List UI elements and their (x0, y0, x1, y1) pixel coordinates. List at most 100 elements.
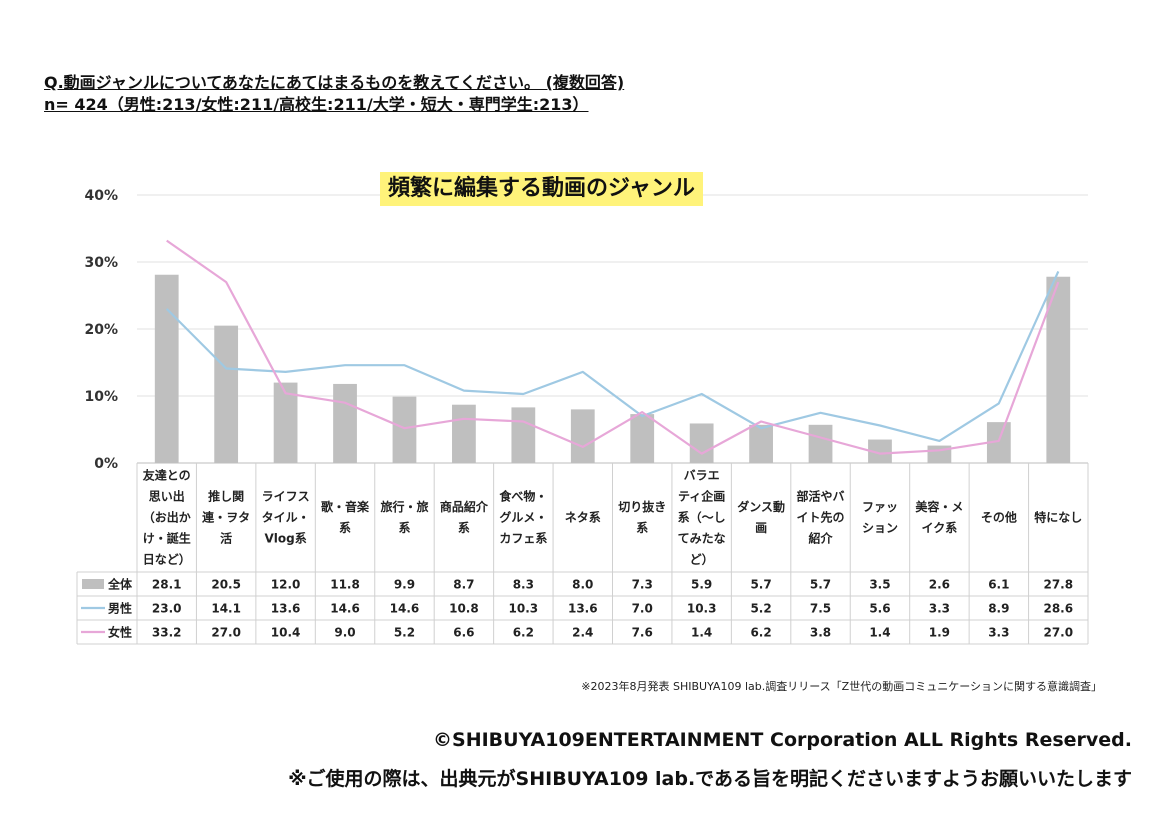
data-label: 10.3 (509, 602, 539, 616)
data-label: 6.6 (453, 626, 474, 640)
bar (392, 396, 417, 463)
category-label: 友達との (142, 468, 191, 483)
category-label: ファッ (862, 500, 898, 514)
category-label: 思い出 (149, 489, 185, 504)
data-label: 5.2 (394, 626, 415, 640)
data-label: 14.1 (211, 602, 241, 616)
y-tick-label: 30% (84, 255, 118, 271)
category-label: ティ企画 (678, 489, 725, 504)
data-label: 14.6 (330, 602, 360, 616)
data-label: 20.5 (211, 578, 241, 592)
category-label: 画 (755, 521, 767, 535)
data-label: 3.3 (988, 626, 1009, 640)
series-line (165, 270, 1060, 442)
data-label: 2.4 (572, 626, 593, 640)
data-label: 10.3 (687, 602, 717, 616)
data-label: 27.0 (211, 626, 241, 640)
category-label: 系（～し (678, 510, 726, 525)
data-label: 13.6 (271, 602, 301, 616)
bar (511, 407, 536, 463)
bar (333, 383, 357, 463)
category-label: イク系 (922, 520, 958, 535)
legend-label: 全体 (107, 577, 133, 592)
category-label: 歌・音楽 (321, 499, 370, 514)
legend-label: 女性 (108, 625, 132, 640)
category-label: ション (862, 521, 898, 535)
category-label: 日など） (143, 552, 191, 567)
legend-key (82, 579, 104, 589)
question-text: Q.動画ジャンルについてあなたにあてはまるものを教えてください。 (複数回答) (44, 73, 625, 92)
category-label: 美容・メ (915, 499, 963, 514)
data-label: 5.2 (750, 602, 771, 616)
category-label: 切り抜き (618, 499, 666, 514)
data-label: 6.1 (988, 578, 1009, 592)
category-label: 旅行・旅 (380, 499, 428, 514)
data-label: 5.7 (810, 578, 831, 592)
data-label: 14.6 (390, 602, 420, 616)
bar (749, 424, 773, 463)
category-label: 系 (636, 520, 648, 535)
bar (154, 274, 179, 463)
data-label: 12.0 (271, 578, 301, 592)
data-label: 28.6 (1043, 602, 1073, 616)
data-label: 8.7 (453, 578, 474, 592)
question-header: Q.動画ジャンルについてあなたにあてはまるものを教えてください。 (複数回答) … (44, 72, 624, 116)
bar (214, 325, 239, 463)
category-label: 連・ヲタ (202, 510, 250, 525)
bar (986, 422, 1011, 463)
data-label: 27.8 (1043, 578, 1073, 592)
category-label: 系 (398, 520, 410, 535)
category-label: ライフス (262, 490, 310, 504)
data-label: 10.8 (449, 602, 479, 616)
category-label: 系 (339, 520, 351, 535)
data-label: 3.3 (929, 602, 950, 616)
category-label: カフェ系 (499, 531, 547, 546)
category-label: Vlog系 (264, 531, 306, 546)
y-tick-label: 40% (84, 188, 118, 204)
chart-title: 頻繁に編集する動画のジャンル (380, 172, 703, 206)
data-label: 1.9 (929, 626, 950, 640)
category-label: け・誕生 (143, 531, 191, 546)
data-label: 7.5 (810, 602, 831, 616)
series-line (166, 239, 1060, 455)
data-label: 8.0 (572, 578, 593, 592)
y-tick-label: 10% (84, 389, 118, 405)
data-label: 5.7 (750, 578, 771, 592)
bar (630, 414, 655, 463)
data-label: 7.0 (632, 602, 653, 616)
bar (273, 382, 298, 463)
data-label: 2.6 (929, 578, 950, 592)
data-label: 5.9 (691, 578, 712, 592)
data-label: 9.9 (394, 578, 415, 592)
category-label: 部活やバ (797, 489, 845, 504)
data-label: 8.3 (513, 578, 534, 592)
data-label: 3.8 (810, 626, 831, 640)
data-label: 28.1 (152, 578, 182, 592)
category-label: ネタ系 (565, 510, 601, 525)
data-label: 13.6 (568, 602, 598, 616)
bar (570, 409, 595, 463)
y-tick-label: 0% (94, 456, 118, 472)
category-label: 特になし (1034, 510, 1082, 525)
category-label: 紹介 (809, 531, 834, 546)
data-label: 8.9 (988, 602, 1009, 616)
copyright-text: ©SHIBUYA109ENTERTAINMENT Corporation ALL… (433, 729, 1132, 751)
category-label: 推し関 (208, 489, 244, 504)
data-label: 9.0 (334, 626, 355, 640)
data-label: 6.2 (750, 626, 771, 640)
category-label: 食べ物・ (498, 489, 547, 504)
category-label: 系 (458, 520, 470, 535)
category-label: イト先の (797, 510, 845, 525)
data-label: 23.0 (152, 602, 182, 616)
data-label: 27.0 (1043, 626, 1073, 640)
category-label: その他 (981, 510, 1017, 525)
category-label: タイル・ (262, 511, 310, 525)
category-label: 商品紹介 (440, 499, 489, 514)
data-label: 33.2 (152, 626, 182, 640)
category-label: バラエ (684, 469, 720, 483)
category-label: （お出か (143, 510, 191, 525)
bar (452, 404, 476, 463)
legend-label: 男性 (108, 601, 132, 616)
data-label: 7.3 (632, 578, 653, 592)
